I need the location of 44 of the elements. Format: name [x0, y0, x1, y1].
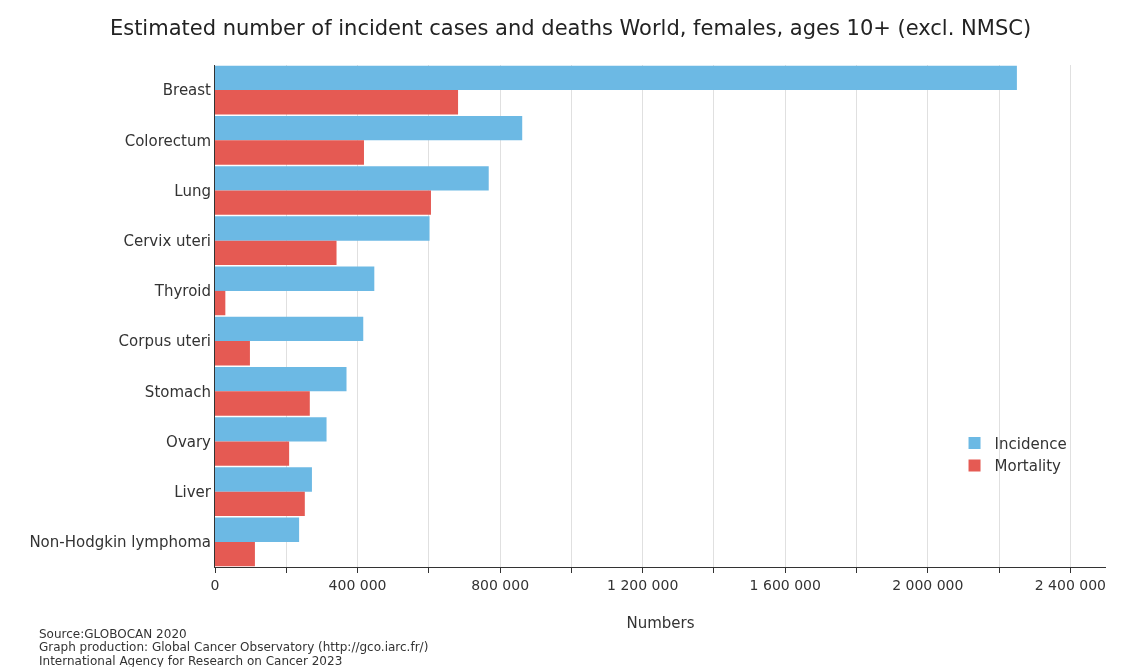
legend-label: Incidence: [994, 434, 1067, 453]
text: International Agency for Research on Cancer 2023: [39, 654, 343, 667]
y-tick-label: Lung: [174, 181, 211, 200]
legend-label: Mortality: [994, 457, 1062, 476]
bar: [215, 240, 337, 266]
y-tick-label: Cervix uteri: [123, 231, 211, 250]
x-tick-label: 800 000: [471, 576, 530, 593]
y-tick-label: Ovary: [166, 432, 212, 451]
text: Graph production: Global Cancer Observatory (http://gco.iarc.fr/): [39, 640, 429, 654]
y-tick-label: Stomach: [144, 382, 211, 401]
bar: [215, 190, 431, 215]
bar: [215, 115, 523, 141]
chart-title: Estimated number of incident cases and deaths World, females, ages 10+ (excl. NMSC): [109, 15, 1032, 40]
bar: [215, 341, 250, 366]
bar: [215, 290, 226, 316]
bar: [215, 216, 430, 241]
x-tick-label: 400 000: [328, 576, 387, 593]
bar: [215, 90, 459, 115]
x-axis-title: Numbers: [626, 613, 695, 632]
y-tick-label: Thyroid: [153, 282, 211, 301]
bar: [215, 65, 1017, 91]
bar: [215, 316, 364, 342]
y-tick-label: Liver: [174, 482, 212, 501]
bar: [215, 441, 290, 466]
x-tick-label: 1 600 000: [749, 576, 821, 593]
y-tick-label: Colorectum: [124, 131, 211, 150]
bar: [215, 366, 347, 392]
bar: [215, 166, 489, 191]
bar: [215, 140, 364, 165]
y-tick-label: Non-Hodgkin lymphoma: [29, 533, 211, 552]
bar: [215, 417, 327, 442]
x-tick-label: 2 400 000: [1034, 576, 1106, 593]
bar: [215, 517, 300, 542]
bar: [215, 391, 310, 416]
x-tick-label: 1 200 000: [607, 576, 679, 593]
bar: [215, 467, 312, 492]
x-tick-label: 0: [210, 576, 220, 593]
y-tick-label: Corpus uteri: [118, 332, 211, 351]
y-tick-label: Breast: [162, 81, 212, 100]
source-note: Source:GLOBOCAN 2020: [39, 627, 187, 641]
bar: [215, 266, 375, 291]
bar: [215, 491, 305, 517]
x-tick-label: 2 000 000: [892, 576, 964, 593]
bar: [215, 541, 255, 567]
